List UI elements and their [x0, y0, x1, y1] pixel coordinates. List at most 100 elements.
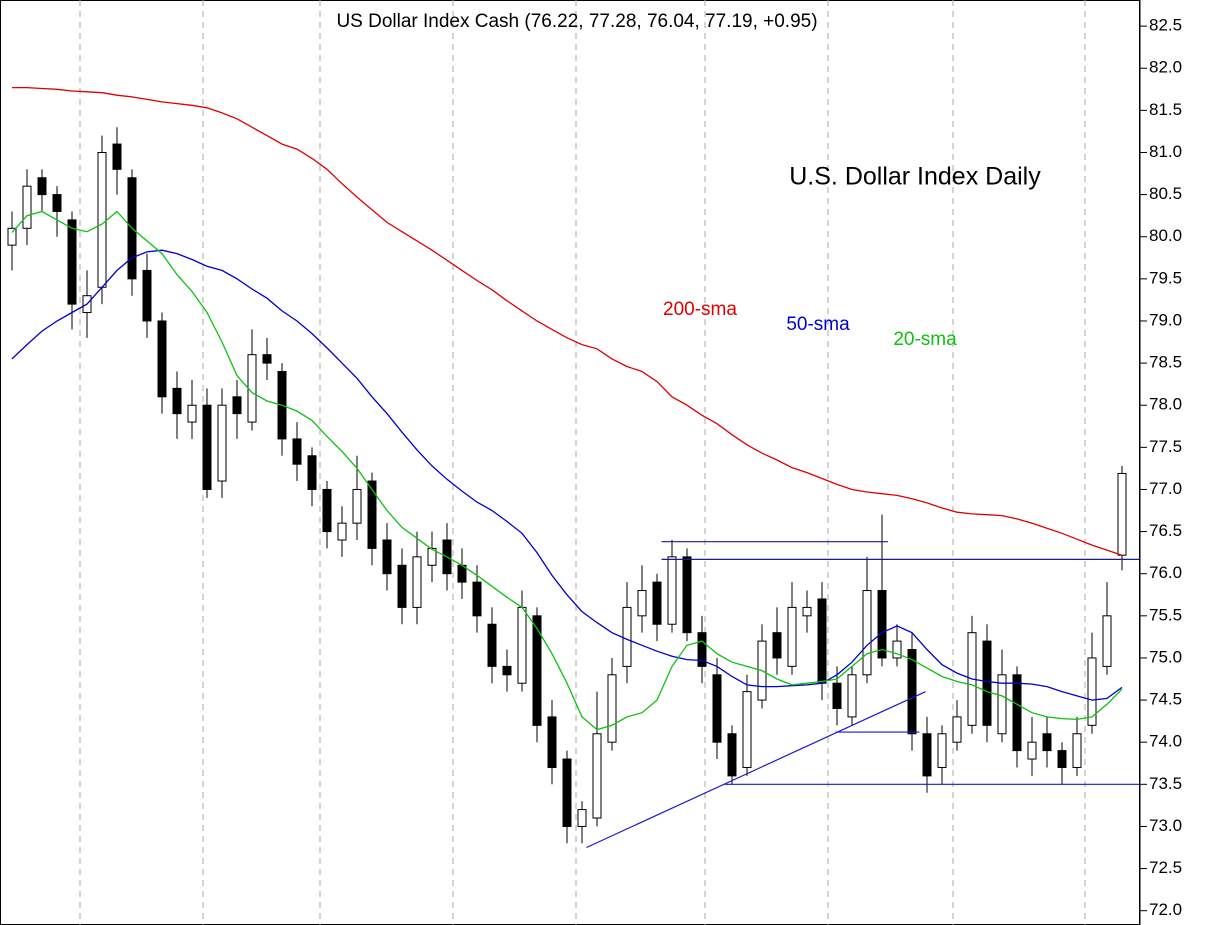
- annotation: U.S. Dollar Index Daily: [789, 163, 1041, 191]
- candle-body: [847, 674, 857, 718]
- candle-body: [202, 404, 212, 490]
- candle-body: [832, 682, 842, 709]
- candle-body: [727, 733, 737, 777]
- chart-title: US Dollar Index Cash (76.22, 77.28, 76.0…: [336, 11, 817, 32]
- candle-body: [1102, 615, 1112, 667]
- candle-body: [217, 404, 227, 482]
- y-tick-label: 82.5: [1149, 16, 1182, 35]
- candle-body: [787, 606, 797, 667]
- y-tick-label: 73.0: [1149, 816, 1182, 835]
- candle-body: [637, 590, 647, 617]
- candle-body: [922, 733, 932, 777]
- candle-body: [37, 177, 47, 196]
- candle-body: [892, 640, 902, 659]
- sma-line: [11, 210, 1123, 731]
- candle-body: [697, 632, 707, 667]
- candle-body: [907, 649, 917, 735]
- candle-body: [262, 354, 272, 364]
- candle-body: [322, 488, 332, 533]
- candle-body: [1072, 733, 1082, 768]
- candle-body: [22, 185, 32, 229]
- candle-body: [307, 455, 317, 490]
- y-tick-label: 76.0: [1149, 563, 1182, 582]
- candle-body: [67, 219, 77, 305]
- candle-body: [397, 564, 407, 608]
- sma-line: [11, 249, 1123, 701]
- y-tick-label: 79.0: [1149, 310, 1182, 329]
- candle-body: [487, 623, 497, 667]
- candle-body: [112, 143, 122, 170]
- sma-line: [12, 86, 1123, 556]
- candle-body: [742, 691, 752, 768]
- candle-body: [292, 438, 302, 465]
- candle-body: [817, 598, 827, 684]
- y-tick-label: 82.0: [1149, 58, 1182, 77]
- series-label: 20-sma: [893, 329, 957, 350]
- candle-body: [1042, 733, 1052, 752]
- y-tick-label: 75.5: [1149, 605, 1182, 624]
- candle-body: [652, 581, 662, 625]
- candle-body: [142, 269, 152, 322]
- candle-body: [1012, 674, 1022, 752]
- date-grid: [79, 0, 1086, 925]
- y-tick-label: 74.5: [1149, 690, 1182, 709]
- y-tick-label: 78.0: [1149, 395, 1182, 414]
- candle-body: [712, 674, 722, 743]
- candle-body: [52, 194, 62, 212]
- candle-body: [1057, 750, 1067, 768]
- y-tick-label: 72.0: [1149, 900, 1182, 919]
- candle-body: [427, 547, 437, 566]
- candle-body: [412, 556, 422, 608]
- candle-body: [592, 733, 602, 819]
- candle-body: [7, 227, 17, 246]
- candle-body: [187, 404, 197, 423]
- candle-body: [532, 615, 542, 726]
- candle-body: [577, 809, 587, 827]
- candle-body: [472, 581, 482, 617]
- candle-body: [772, 632, 782, 659]
- candle-body: [157, 320, 167, 398]
- candle-body: [982, 640, 992, 726]
- candle-body: [547, 716, 557, 768]
- candle-body: [937, 733, 947, 768]
- y-tick-label: 78.5: [1149, 353, 1182, 372]
- candle-body: [232, 396, 242, 415]
- y-tick-label: 77.5: [1149, 437, 1182, 456]
- y-tick-label: 75.0: [1149, 647, 1182, 666]
- candle-body: [247, 354, 257, 423]
- candle-body: [802, 606, 812, 617]
- y-tick-label: 79.5: [1149, 268, 1182, 287]
- candle-body: [1117, 472, 1127, 556]
- y-tick-label: 80.5: [1149, 184, 1182, 203]
- candle-body: [877, 590, 887, 659]
- candle-body: [367, 480, 377, 549]
- candle-body: [352, 488, 362, 524]
- y-tick-label: 73.5: [1149, 774, 1182, 793]
- y-tick-label: 81.0: [1149, 142, 1182, 161]
- y-tick-label: 76.5: [1149, 521, 1182, 540]
- candle-body: [862, 590, 872, 676]
- y-tick-label: 72.5: [1149, 858, 1182, 877]
- candle-body: [502, 665, 512, 676]
- candle-body: [997, 674, 1007, 735]
- candle-body: [97, 151, 107, 288]
- y-tick-label: 80.0: [1149, 226, 1182, 245]
- series-label: 200-sma: [663, 299, 737, 320]
- candle-body: [952, 716, 962, 743]
- candle-body: [1087, 657, 1097, 726]
- candle-body: [337, 522, 347, 541]
- candle-body: [607, 674, 617, 743]
- y-tick-label: 74.0: [1149, 732, 1182, 751]
- candle-body: [517, 606, 527, 684]
- candle-body: [382, 539, 392, 575]
- series-label: 50-sma: [786, 314, 850, 335]
- candle-body: [622, 606, 632, 667]
- y-tick-label: 77.0: [1149, 479, 1182, 498]
- y-tick-label: 81.5: [1149, 100, 1182, 119]
- candle-body: [667, 556, 677, 625]
- candle-body: [1027, 741, 1037, 760]
- candle-body: [172, 387, 182, 415]
- trendline: [586, 691, 926, 849]
- candle-body: [562, 758, 572, 827]
